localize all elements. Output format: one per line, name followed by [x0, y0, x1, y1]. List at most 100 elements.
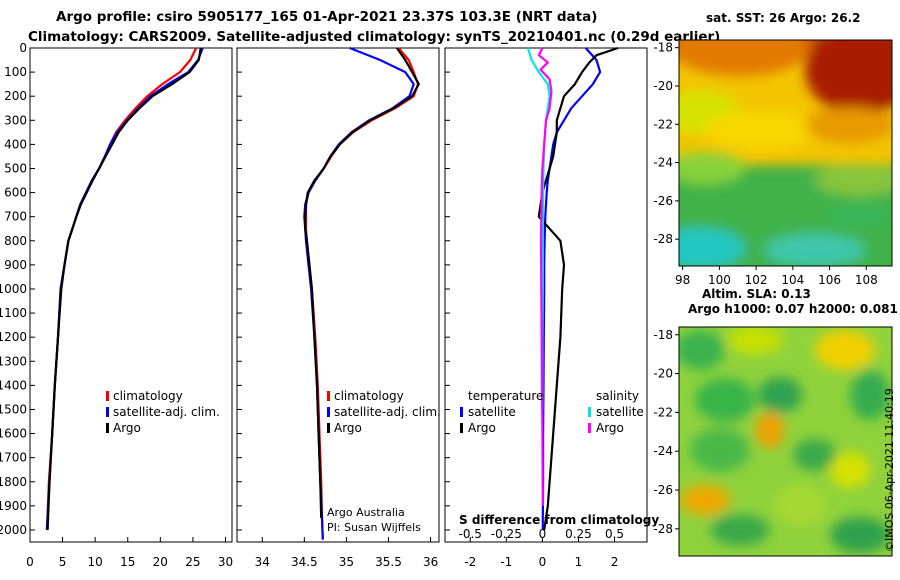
- lat-tick-label: -18: [653, 41, 673, 55]
- depth-tick-label: 600: [4, 186, 27, 200]
- depth-tick-label: 2000: [0, 523, 27, 537]
- figure-title-line2: Climatology: CARS2009. Satellite-adjuste…: [28, 29, 720, 45]
- lat-tick-label: -28: [653, 522, 673, 536]
- x-tick-label: 35: [339, 555, 354, 569]
- x-tick-label: 0: [539, 555, 547, 569]
- legend-swatch-climatology: [106, 391, 109, 401]
- lat-tick-label: -22: [653, 405, 673, 419]
- depth-tick-label: 400: [4, 137, 27, 151]
- credit-pi: PI: Susan Wijffels: [327, 521, 421, 534]
- salinity-diff-tick-label: -0.5: [459, 527, 482, 541]
- lat-tick-label: -26: [653, 483, 673, 497]
- legend-label-climatology: climatology: [113, 389, 183, 403]
- sst-heatmap: [679, 40, 892, 266]
- x-tick-label: 0: [26, 555, 34, 569]
- legend-label-satellite-adj: satellite-adj. clim.: [113, 405, 220, 419]
- lon-tick-label: 106: [818, 273, 841, 287]
- lon-tick-label: 102: [745, 273, 768, 287]
- x-tick-label: 20: [153, 555, 168, 569]
- salinity-series: [303, 46, 420, 540]
- depth-tick-label: 100: [4, 65, 27, 79]
- depth-tick-label: 1600: [0, 427, 27, 441]
- legend-swatch-temp-satellite: [460, 407, 463, 417]
- salinity-panel-frame: [236, 47, 440, 543]
- lon-tick-label: 104: [781, 273, 804, 287]
- temperature-depth-axis: 0 100 200 300 400 500 600 700 800 900 1000 1100 1200…: [0, 41, 450, 537]
- legend-swatch-argo: [327, 423, 330, 433]
- depth-tick-label: 1100: [0, 306, 27, 320]
- difference-legend: temperature salinity satellite Argo sate…: [459, 389, 659, 527]
- lat-tick-label: -22: [653, 117, 673, 131]
- depth-tick-label: 1900: [0, 499, 27, 513]
- lat-tick-label: -24: [653, 444, 673, 458]
- figure-title-line1: Argo profile: csiro 5905177_165 01-Apr-2…: [56, 9, 597, 25]
- legend-swatch-climatology: [327, 391, 330, 401]
- sla-map-subtitle: Argo h1000: 0.07 h2000: 0.081: [688, 302, 898, 316]
- legend-swatch-sal-satellite: [588, 407, 591, 417]
- legend-swatch-sal-argo: [588, 423, 591, 433]
- depth-tick-label: 1800: [0, 475, 27, 489]
- depth-tick-label: 200: [4, 89, 27, 103]
- legend-label-argo: Argo: [334, 421, 362, 435]
- lat-tick-label: -24: [653, 156, 673, 170]
- difference-series: [526, 46, 619, 531]
- depth-tick-label: 1000: [0, 282, 27, 296]
- depth-tick-label: 1400: [0, 378, 27, 392]
- difference-x-axis: -2 -1 0 1 2 -0.5 -0.25 0 0.25 0.5: [459, 527, 625, 569]
- x-tick-label: 34: [255, 555, 270, 569]
- lon-tick-label: 108: [855, 273, 878, 287]
- x-tick-label: 5: [59, 555, 67, 569]
- legend-swatch-temp-argo: [460, 423, 463, 433]
- sst-map-title: sat. SST: 26 Argo: 26.2: [706, 11, 860, 25]
- lat-tick-label: -18: [653, 328, 673, 342]
- depth-tick-label: 0: [19, 41, 27, 55]
- depth-tick-label: 1500: [0, 402, 27, 416]
- legend-swatch-satellite-adj: [106, 407, 109, 417]
- lat-tick-label: -26: [653, 194, 673, 208]
- sla-heatmap: [679, 327, 892, 556]
- salinity-legend: climatology satellite-adj. clim. Argo Ar…: [327, 389, 441, 534]
- x-tick-label: -2: [464, 555, 476, 569]
- temperature-x-axis: 0 5 10 15 20 25 30: [26, 537, 233, 569]
- temperature-legend: climatology satellite-adj. clim. Argo: [106, 389, 220, 435]
- temperature-panel-frame: [29, 47, 233, 543]
- lat-tick-label: -20: [653, 79, 673, 93]
- sla-map-frame: [678, 326, 893, 557]
- depth-tick-label: 1700: [0, 451, 27, 465]
- salinity-diff-tick-label: 0.5: [605, 527, 624, 541]
- sst-longitude-axis: 98 100 102 104 106 108: [675, 266, 878, 287]
- sst-map-frame: [678, 39, 893, 267]
- lat-tick-label: -28: [653, 232, 673, 246]
- legend-label-temp-argo: Argo: [468, 421, 496, 435]
- legend-label-satellite-adj: satellite-adj. clim.: [334, 405, 441, 419]
- legend-swatch-argo: [106, 423, 109, 433]
- legend-label-temp-satellite: satellite: [468, 405, 516, 419]
- salinity-diff-tick-label: 0: [539, 527, 547, 541]
- depth-tick-label: 1200: [0, 330, 27, 344]
- series-line-salinity-argo: [537, 47, 553, 506]
- x-tick-label: 35.5: [375, 555, 402, 569]
- legend-label-sal-argo: Argo: [596, 421, 624, 435]
- x-tick-label: 36: [423, 555, 438, 569]
- legend-label-sal-satellite: satellite: [596, 405, 644, 419]
- salinity-diff-tick-label: -0.25: [491, 527, 522, 541]
- legend-swatch-satellite-adj: [327, 407, 330, 417]
- x-tick-label: 34.5: [291, 555, 318, 569]
- legend-label-argo: Argo: [113, 421, 141, 435]
- salinity-x-axis: 34 34.5 35 35.5 36: [255, 537, 438, 569]
- lon-tick-label: 98: [675, 273, 690, 287]
- lon-tick-label: 100: [708, 273, 731, 287]
- legend-title-salinity: salinity: [596, 389, 639, 403]
- lat-tick-label: -20: [653, 367, 673, 381]
- sst-latitude-axis: -18 -20 -22 -24 -26 -28: [653, 41, 679, 246]
- credit-argo-australia: Argo Australia: [327, 506, 405, 519]
- depth-tick-label: 300: [4, 113, 27, 127]
- x-tick-label: 25: [185, 555, 200, 569]
- salinity-diff-tick-label: 0.25: [565, 527, 592, 541]
- temperature-series: [45, 47, 204, 531]
- legend-title-temperature: temperature: [468, 389, 543, 403]
- depth-tick-label: 800: [4, 234, 27, 248]
- imos-watermark: ©IMOS 06-Apr-2021 11:40:19: [883, 388, 896, 552]
- series-line-argo: [304, 47, 420, 518]
